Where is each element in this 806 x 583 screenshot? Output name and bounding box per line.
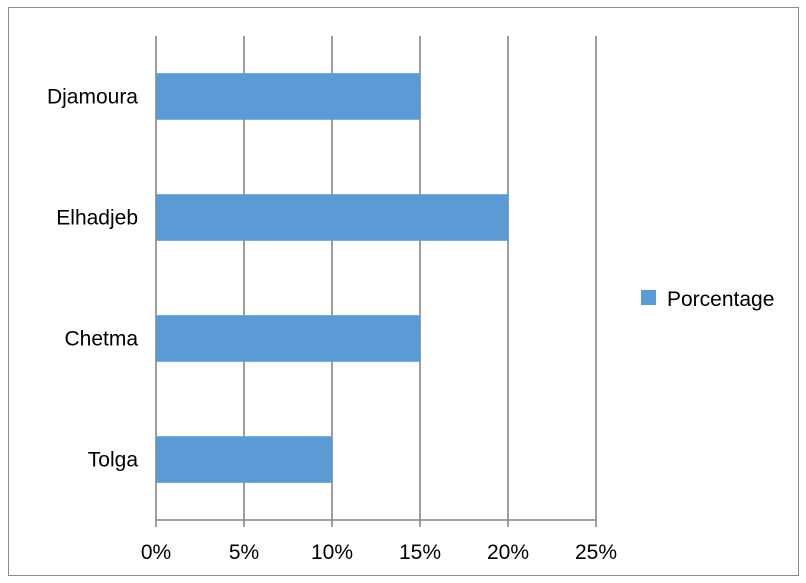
x-axis: 0% 5% 10% 15% 20% 25% [141, 519, 617, 564]
category-label-djamoura: Djamoura [47, 86, 138, 109]
legend: Porcentage [641, 288, 774, 311]
bar-elhadjeb [156, 194, 508, 241]
x-tick-label: 0% [141, 541, 171, 564]
bar-djamoura [156, 73, 420, 120]
category-label-chetma: Chetma [64, 328, 138, 351]
bar-tolga [156, 436, 332, 483]
bars [156, 73, 508, 483]
y-axis-categories: Djamoura Elhadjeb Chetma Tolga [47, 86, 138, 472]
x-tick-label: 25% [575, 541, 617, 564]
bar-chetma [156, 315, 420, 362]
legend-label: Porcentage [667, 288, 774, 311]
x-tick-label: 5% [229, 541, 259, 564]
legend-swatch [641, 290, 656, 305]
x-tick-label: 15% [399, 541, 441, 564]
x-tick-label: 10% [311, 541, 353, 564]
x-tick-label: 20% [487, 541, 529, 564]
category-label-tolga: Tolga [88, 449, 139, 472]
category-label-elhadjeb: Elhadjeb [56, 207, 138, 230]
